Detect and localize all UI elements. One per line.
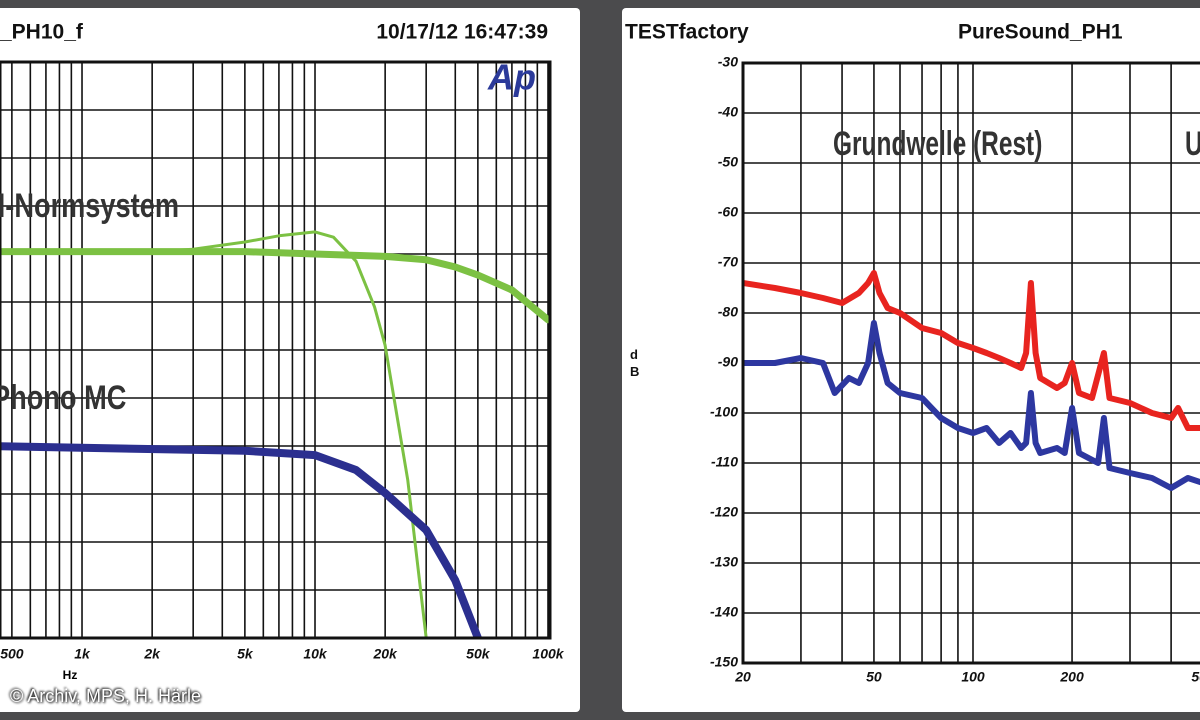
credit: © Archiv, MPS, H. Härle: [10, 686, 201, 706]
annotation: Grundwelle (Rest): [833, 125, 1042, 163]
plot-area: [0, 62, 550, 638]
plot-area: [743, 63, 1200, 663]
y-tick-label: -100: [710, 404, 738, 420]
y-tick-label: -90: [718, 354, 738, 370]
left-panel: [0, 8, 580, 712]
plot-frame: [741, 61, 1200, 665]
logo: Ap: [487, 57, 536, 98]
y-tick-label: -110: [711, 454, 738, 470]
header-right: 10/17/12 16:47:39: [376, 21, 548, 44]
x-tick-label: 5k: [237, 646, 254, 662]
y-tick-label: -60: [718, 204, 738, 220]
x-axis-label: Hz: [63, 668, 78, 682]
plot-frame: [0, 60, 552, 640]
header-right: PureSound_PH1: [958, 21, 1123, 44]
x-tick-label: 2k: [143, 646, 161, 662]
x-tick-label: 1k: [74, 646, 91, 662]
y-tick-label: -70: [718, 254, 738, 270]
header-left: _PH10_f: [0, 21, 84, 44]
x-tick-label: 200: [1059, 669, 1084, 685]
annotation: Phono MC: [0, 378, 126, 417]
y-axis-label: dB: [630, 347, 640, 379]
annotation: U: [1185, 125, 1200, 163]
series-line: [0, 248, 550, 324]
x-tick-label: 500: [0, 646, 24, 662]
x-tick-label: 20k: [372, 646, 398, 662]
header-left: TESTfactory: [625, 21, 749, 44]
y-tick-label: -40: [718, 104, 738, 120]
x-tick-label: 500: [1191, 669, 1200, 685]
y-tick-label: -50: [718, 154, 738, 170]
series-line: [0, 442, 482, 638]
x-tick-label: 50k: [466, 646, 491, 662]
x-tick-label: 100k: [532, 646, 564, 662]
y-tick-label: -30: [718, 54, 738, 70]
series-line: [743, 270, 1200, 431]
y-tick-label: -120: [710, 504, 738, 520]
y-tick-label: -140: [710, 604, 738, 620]
x-tick-label: 50: [866, 669, 882, 685]
series-line: [743, 320, 1200, 491]
annotation: MM-Normsystem: [0, 186, 179, 225]
y-tick-label: -130: [710, 554, 738, 570]
x-tick-label: 20: [734, 669, 751, 685]
y-tick-label: -150: [710, 654, 738, 670]
x-tick-label: 10k: [303, 646, 328, 662]
y-tick-label: -80: [718, 304, 738, 320]
right-panel: [622, 8, 1200, 712]
x-tick-label: 100: [961, 669, 985, 685]
